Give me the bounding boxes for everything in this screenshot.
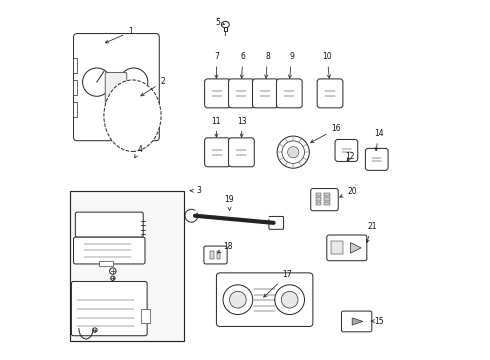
Text: 11: 11 <box>212 117 221 137</box>
Bar <box>324 197 330 201</box>
Circle shape <box>282 141 304 163</box>
FancyBboxPatch shape <box>317 79 343 108</box>
Circle shape <box>83 68 111 96</box>
Text: 2: 2 <box>141 77 165 96</box>
FancyBboxPatch shape <box>72 282 147 336</box>
Text: 17: 17 <box>264 270 292 297</box>
FancyBboxPatch shape <box>276 79 302 108</box>
Bar <box>210 251 214 258</box>
Circle shape <box>277 136 309 168</box>
Text: 4: 4 <box>135 145 142 158</box>
FancyBboxPatch shape <box>217 273 313 327</box>
Circle shape <box>275 285 304 315</box>
Text: 14: 14 <box>374 129 384 151</box>
Circle shape <box>223 285 253 315</box>
Circle shape <box>185 209 198 222</box>
Text: 12: 12 <box>345 152 355 161</box>
Bar <box>324 193 330 196</box>
Bar <box>73 58 77 73</box>
Bar <box>317 202 321 205</box>
Bar <box>217 251 221 258</box>
FancyBboxPatch shape <box>204 246 227 264</box>
Text: 10: 10 <box>322 52 332 78</box>
Polygon shape <box>350 243 361 253</box>
Text: 7: 7 <box>214 52 219 78</box>
FancyBboxPatch shape <box>205 79 230 108</box>
FancyBboxPatch shape <box>74 33 159 141</box>
Circle shape <box>229 291 246 308</box>
Bar <box>70 191 184 341</box>
Text: 5: 5 <box>216 18 224 27</box>
FancyBboxPatch shape <box>252 79 278 108</box>
Circle shape <box>93 328 97 332</box>
Text: 16: 16 <box>311 125 341 143</box>
Bar <box>317 197 321 201</box>
Circle shape <box>120 68 148 96</box>
Circle shape <box>111 276 115 280</box>
Bar <box>317 193 321 196</box>
FancyBboxPatch shape <box>311 189 338 211</box>
Text: 18: 18 <box>218 242 233 253</box>
Bar <box>73 80 77 95</box>
FancyBboxPatch shape <box>205 138 230 167</box>
FancyBboxPatch shape <box>228 79 254 108</box>
FancyBboxPatch shape <box>342 311 372 332</box>
FancyBboxPatch shape <box>335 139 358 161</box>
Bar <box>98 261 113 266</box>
Circle shape <box>110 268 116 274</box>
Bar <box>73 102 77 117</box>
Text: 20: 20 <box>340 187 357 197</box>
Text: 19: 19 <box>224 195 234 210</box>
FancyBboxPatch shape <box>327 235 367 261</box>
Bar <box>223 27 227 31</box>
FancyBboxPatch shape <box>75 212 143 237</box>
Bar <box>324 202 330 205</box>
Text: 8: 8 <box>265 52 270 78</box>
Circle shape <box>288 147 299 158</box>
FancyBboxPatch shape <box>228 138 254 167</box>
FancyBboxPatch shape <box>74 237 145 264</box>
Text: 6: 6 <box>240 52 245 78</box>
Text: 15: 15 <box>371 316 384 325</box>
Circle shape <box>281 291 298 308</box>
Ellipse shape <box>104 80 161 152</box>
Text: 9: 9 <box>289 52 294 78</box>
Text: 21: 21 <box>366 222 376 243</box>
Bar <box>142 309 150 323</box>
Text: 13: 13 <box>237 117 247 137</box>
FancyBboxPatch shape <box>105 72 127 104</box>
Text: 3: 3 <box>190 186 201 195</box>
Ellipse shape <box>221 21 229 28</box>
Text: 1: 1 <box>105 27 133 43</box>
Polygon shape <box>352 318 363 325</box>
Bar <box>331 242 343 254</box>
FancyBboxPatch shape <box>366 148 388 170</box>
FancyBboxPatch shape <box>269 216 284 229</box>
